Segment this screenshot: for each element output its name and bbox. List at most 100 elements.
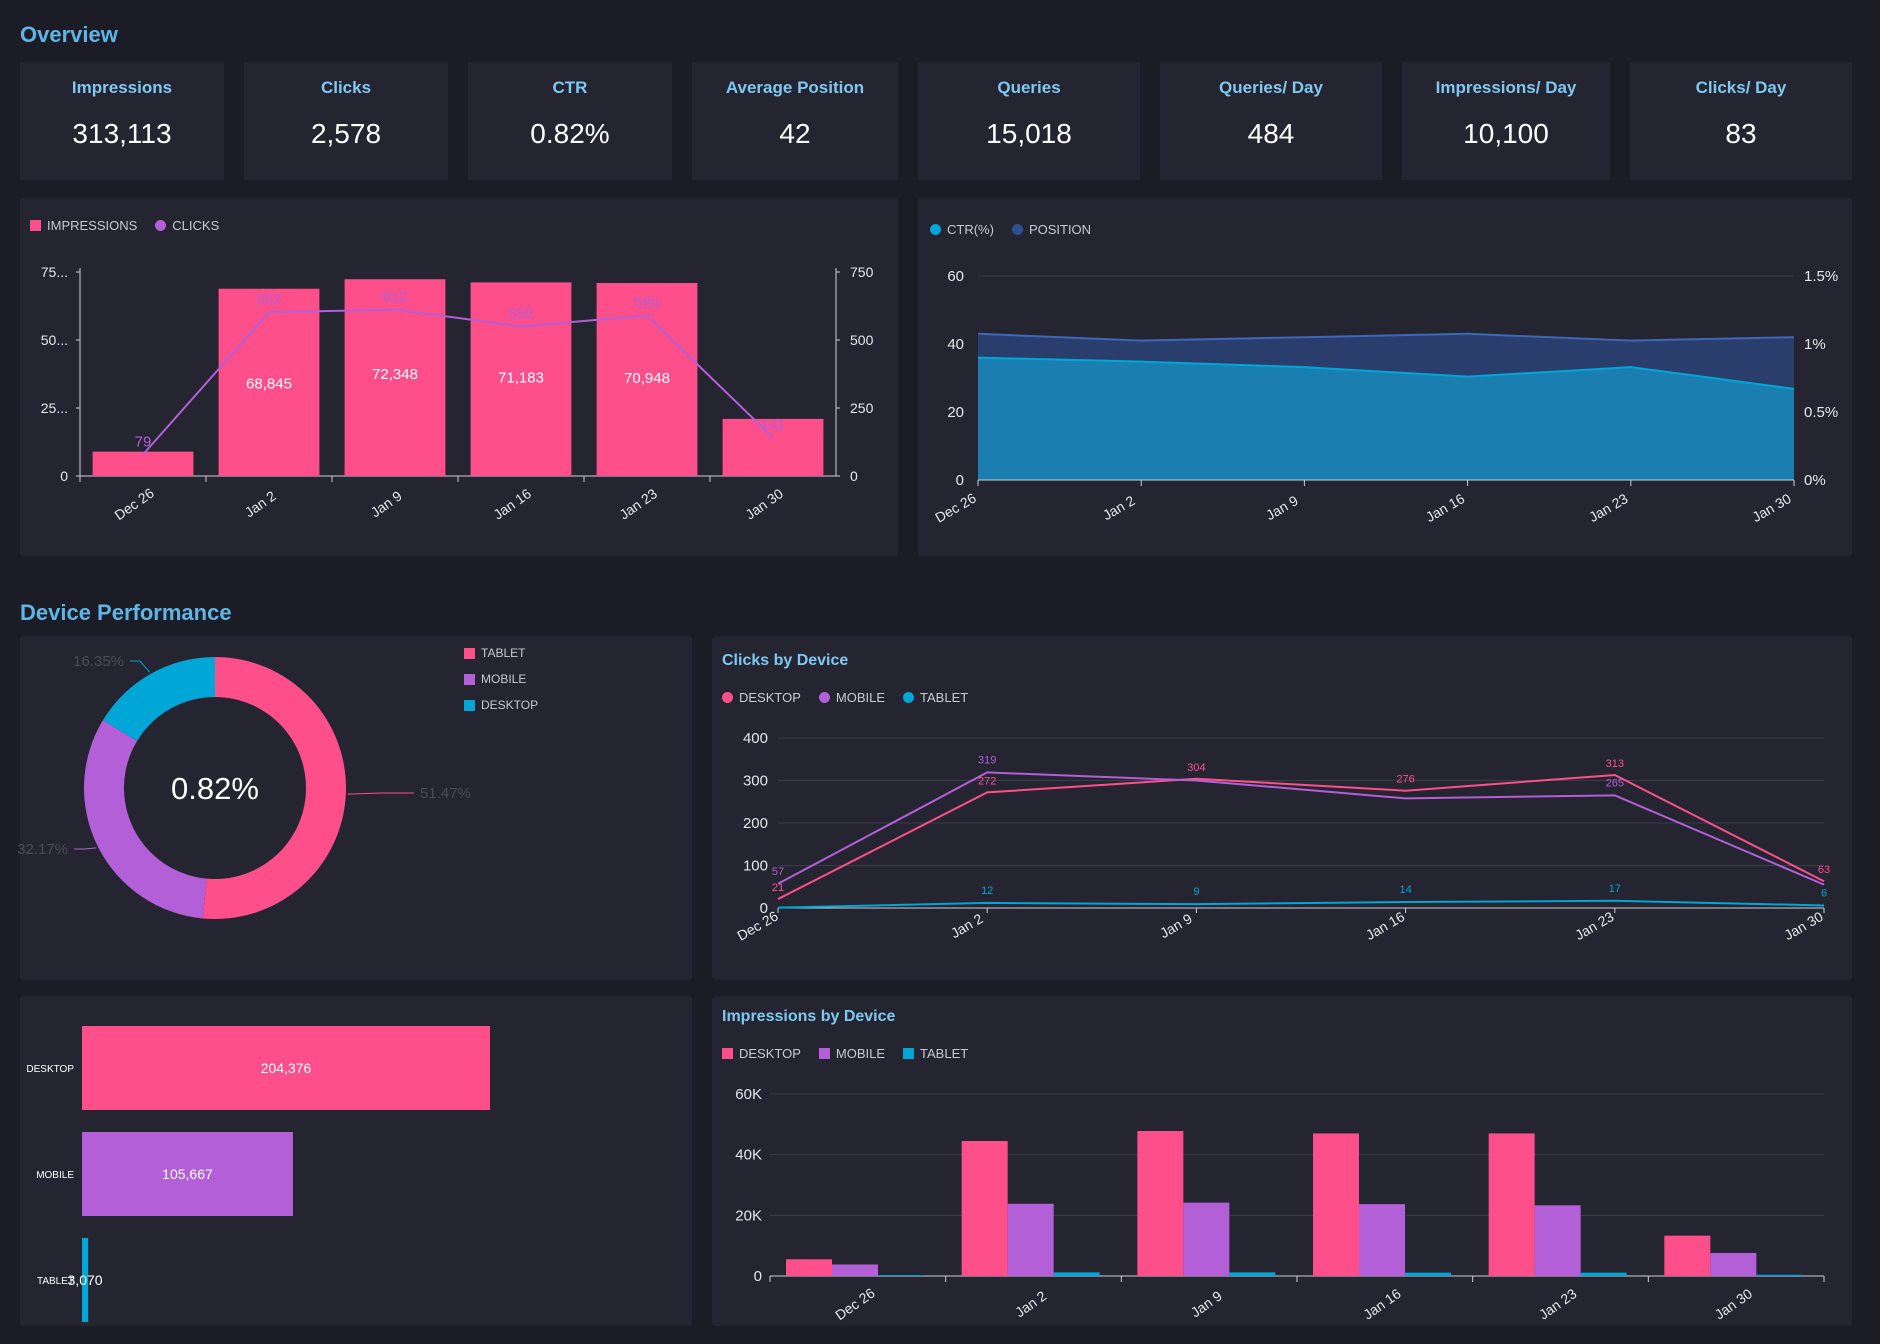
legend-item-tablet[interactable]: TABLET bbox=[903, 690, 968, 705]
x-axis-tick-label: Jan 23 bbox=[1586, 490, 1631, 525]
x-axis-tick-label: Dec 26 bbox=[111, 485, 157, 524]
clicks-swatch bbox=[155, 220, 167, 231]
donut-slice bbox=[202, 657, 347, 919]
impressions-bar bbox=[92, 451, 194, 476]
desktop-swatch bbox=[722, 1048, 733, 1059]
position-line bbox=[977, 332, 1795, 342]
kpi-label: CTR bbox=[552, 78, 588, 97]
impressions-device-bar bbox=[961, 1141, 1008, 1276]
impressions-device-bar bbox=[1488, 1133, 1535, 1276]
legend-label: CLICKS bbox=[172, 218, 220, 233]
y-axis-tick-label: 0 bbox=[760, 900, 768, 917]
x-axis-tick-label: Dec 26 bbox=[932, 490, 979, 526]
impressions-device-bar bbox=[1405, 1272, 1451, 1276]
kpi-label: Clicks/ Day bbox=[1695, 78, 1787, 97]
donut-center-value: 0.82% bbox=[171, 771, 259, 806]
clicks-point-label: 141 bbox=[760, 417, 785, 434]
impressions-bar-label: 71,183 bbox=[498, 369, 544, 386]
kpi-value: 10,100 bbox=[1463, 118, 1549, 149]
ctr-position-panel: CTR(%) POSITION 0 20 40 60 0% 0.5% 1% 1.5% Dec 2… bbox=[918, 198, 1852, 556]
device-donut-panel: 51.47% 32.17% 16.35% 0.82% TABLET MOBILE DE… bbox=[17, 636, 692, 980]
impressions-device-bar bbox=[786, 1259, 832, 1276]
impressions-by-device-panel: Impressions by Device DESKTOP MOBILE TAB… bbox=[712, 996, 1852, 1326]
device-total-label: 3,070 bbox=[68, 1272, 103, 1288]
legend-item-tablet[interactable]: TABLET bbox=[464, 640, 538, 666]
legend-item-tablet[interactable]: TABLET bbox=[903, 1046, 968, 1061]
impressions-swatch bbox=[30, 220, 41, 231]
kpi-card-average-position: Average Position 42 bbox=[692, 62, 898, 180]
ctr-line bbox=[977, 356, 1795, 390]
clicks-point-label: 63 bbox=[1818, 864, 1830, 876]
left-axis-tick-label: 75... bbox=[41, 264, 68, 280]
x-axis-tick-label: Jan 9 bbox=[368, 487, 405, 520]
desktop-swatch bbox=[722, 692, 733, 703]
legend-item-impressions[interactable]: IMPRESSIONS bbox=[30, 218, 137, 233]
clicks-point-label: 265 bbox=[1606, 777, 1624, 789]
y-axis-tick-label: 200 bbox=[743, 815, 768, 832]
clicks-point-label: 6 bbox=[1821, 887, 1827, 899]
clicks-by-device-panel: Clicks by Device DESKTOP MOBILE TABLET 0… bbox=[712, 636, 1852, 980]
x-axis-tick-label: Jan 30 bbox=[1711, 1285, 1755, 1322]
legend-item-clicks[interactable]: CLICKS bbox=[155, 218, 219, 233]
legend-item-desktop[interactable]: DESKTOP bbox=[464, 692, 538, 718]
impressions-bar bbox=[722, 418, 824, 476]
kpi-value: 0.82% bbox=[530, 118, 610, 149]
right-axis-tick-label: 1% bbox=[1804, 336, 1826, 353]
impressions-device-bar bbox=[1229, 1272, 1276, 1276]
device-category-label: DESKTOP bbox=[26, 1064, 74, 1075]
legend-item-position[interactable]: POSITION bbox=[1011, 222, 1092, 237]
legend-label: MOBILE bbox=[481, 672, 527, 686]
legend-item-desktop[interactable]: DESKTOP bbox=[722, 1046, 801, 1061]
legend-item-desktop[interactable]: DESKTOP bbox=[722, 690, 801, 705]
clicks-point-label: 602 bbox=[256, 291, 281, 308]
device-total-label: 204,376 bbox=[261, 1060, 312, 1076]
kpi-value: 484 bbox=[1247, 118, 1295, 149]
impressions-by-device-chart: 0 20K 40K 60K Dec 26 Jan 2 Jan 9 Jan 16 Jan 23 Ja… bbox=[735, 1086, 1825, 1323]
clicks-series-line bbox=[777, 773, 1825, 900]
donut-leader-line bbox=[347, 792, 414, 795]
device-total-bar bbox=[82, 1132, 293, 1216]
clicks-by-device-chart: 0 100 200 300 400 21 272 304 276 313 63 57 319 265 12 9… bbox=[734, 730, 1830, 944]
left-axis-tick-label: 40 bbox=[947, 336, 964, 353]
legend-label: MOBILE bbox=[835, 690, 886, 705]
legend-label: CTR(%) bbox=[947, 222, 994, 237]
kpi-value: 15,018 bbox=[986, 118, 1072, 149]
x-axis-tick-label: Jan 23 bbox=[1572, 908, 1617, 943]
mobile-swatch bbox=[464, 673, 475, 685]
legend-item-mobile[interactable]: MOBILE bbox=[818, 1046, 885, 1061]
position-swatch bbox=[1011, 224, 1023, 235]
kpi-card-clicks: Clicks 2,578 bbox=[244, 62, 448, 180]
impressions-clicks-legend: IMPRESSIONS CLICKS bbox=[30, 218, 219, 233]
legend-item-ctr[interactable]: CTR(%) bbox=[930, 222, 994, 237]
kpi-card-impressions-per-day: Impressions/ Day 10,100 bbox=[1402, 62, 1610, 180]
impressions-device-bar bbox=[1664, 1235, 1711, 1276]
y-axis-tick-label: 20K bbox=[735, 1207, 762, 1224]
impressions-by-device-title: Impressions by Device bbox=[722, 1008, 896, 1025]
clicks-point-label: 272 bbox=[978, 775, 996, 787]
mobile-swatch bbox=[818, 1048, 830, 1059]
tablet-swatch bbox=[903, 692, 915, 703]
impressions-bar bbox=[344, 279, 446, 476]
kpi-value: 2,578 bbox=[310, 118, 382, 149]
ctr-area bbox=[978, 357, 1794, 480]
kpi-label: Queries/ Day bbox=[1219, 78, 1323, 97]
donut-slice-label: 32.17% bbox=[17, 841, 68, 858]
impressions-device-bar bbox=[1313, 1133, 1359, 1276]
clicks-line bbox=[142, 308, 774, 456]
x-axis-tick-label: Jan 16 bbox=[490, 485, 534, 522]
device-total-bar bbox=[82, 1238, 89, 1322]
device-category-label: TABLET bbox=[37, 1276, 74, 1287]
device-donut-legend: TABLET MOBILE DESKTOP bbox=[464, 640, 538, 718]
legend-label: POSITION bbox=[1028, 222, 1092, 237]
legend-item-mobile[interactable]: MOBILE bbox=[818, 690, 886, 705]
legend-item-mobile[interactable]: MOBILE bbox=[464, 666, 538, 692]
x-axis-tick-label: Jan 9 bbox=[1188, 1287, 1225, 1320]
desktop-swatch bbox=[464, 699, 475, 711]
clicks-point-label: 14 bbox=[1399, 884, 1411, 896]
x-axis-tick-label: Jan 9 bbox=[1157, 910, 1195, 941]
right-axis-tick-label: 0 bbox=[850, 468, 858, 484]
legend-label: IMPRESSIONS bbox=[47, 218, 138, 233]
donut-slice-label: 16.35% bbox=[73, 653, 124, 670]
impressions-device-bar bbox=[1053, 1272, 1100, 1276]
